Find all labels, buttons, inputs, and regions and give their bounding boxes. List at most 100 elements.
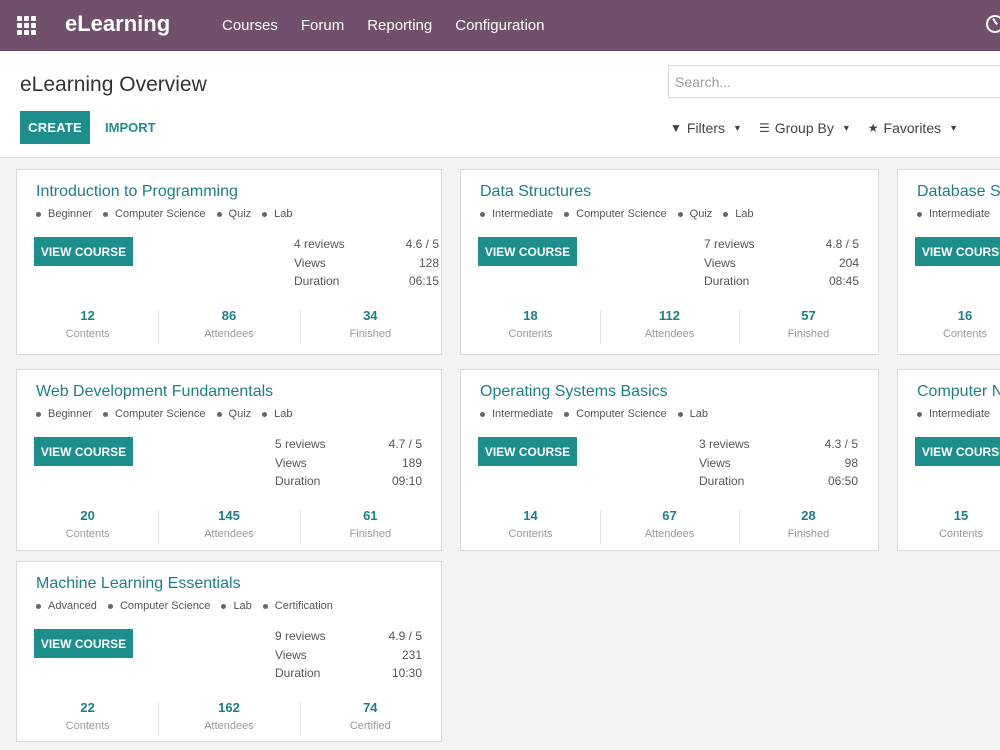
course-metrics: 20 Contents 145 Attendees 61 Finished	[17, 508, 441, 544]
view-course-button[interactable]: VIEW COURSE	[478, 237, 577, 266]
metric[interactable]: 67 Attendees	[600, 508, 739, 544]
metric[interactable]: 86 Attendees	[158, 308, 299, 344]
course-card[interactable]: Data Structures Intermediate Computer Scie…	[460, 169, 879, 355]
course-title[interactable]: Operating Systems Basics	[480, 383, 668, 400]
metric[interactable]: 28 Finished	[739, 508, 878, 544]
metric-label: Attendees	[644, 328, 695, 340]
metric[interactable]: 12 Contents	[17, 308, 158, 340]
course-tags: Intermediate Computer Science Quiz Lab	[480, 208, 765, 220]
metric[interactable]: 112 Attendees	[600, 308, 739, 344]
metric[interactable]: 162 Attendees	[158, 700, 299, 736]
menu-reporting[interactable]: Reporting	[367, 17, 433, 34]
view-course-button[interactable]: VIEW COURSE	[34, 237, 133, 266]
apps-menu-icon[interactable]	[17, 16, 36, 35]
metric-label: Contents	[508, 328, 553, 340]
metric[interactable]: 18 Contents	[461, 308, 600, 340]
main-menu: Courses Forum Reporting Configuration	[222, 17, 567, 34]
stat-value: 06:50	[827, 474, 858, 488]
stat-row: Views 128	[294, 256, 439, 275]
course-tag: Lab	[723, 208, 753, 220]
metric[interactable]: 57 Finished	[739, 308, 878, 344]
course-tag: Lab	[262, 208, 292, 220]
control-panel: eLearning Overview CREATE IMPORT ▼ Filte…	[0, 51, 1000, 158]
stat-label: Views	[275, 647, 307, 662]
course-tag: Intermediate	[917, 408, 990, 420]
course-title[interactable]: Web Development Fundamentals	[36, 383, 274, 400]
metric[interactable]: 16 Contents	[898, 308, 1000, 340]
course-tag: Intermediate	[480, 208, 553, 220]
course-card[interactable]: Machine Learning Essentials Advanced Compu…	[16, 561, 442, 742]
metric[interactable]: 22 Contents	[17, 700, 158, 732]
course-card[interactable]: Operating Systems Basics Intermediate Comp…	[460, 369, 879, 551]
app-brand[interactable]: eLearning	[65, 11, 171, 36]
course-tag: Lab	[262, 408, 292, 420]
stat-row: 7 reviews 4.8 / 5	[704, 237, 859, 256]
favorites-dropdown[interactable]: ★ Favorites ▼	[867, 120, 959, 136]
course-tag: Quiz	[678, 208, 713, 220]
metric-value: 74	[363, 700, 378, 715]
import-button[interactable]: IMPORT	[97, 111, 164, 144]
stat-value: 4.6 / 5	[405, 237, 439, 251]
course-title[interactable]: Database Sy	[917, 183, 1000, 200]
menu-forum[interactable]: Forum	[300, 17, 345, 34]
course-card[interactable]: Introduction to Programming Beginner Compu…	[16, 169, 442, 355]
metric-label: Finished	[787, 528, 830, 540]
metric-label: Contents	[65, 528, 110, 540]
course-tag: Lab	[221, 600, 251, 612]
stat-label: 7 reviews	[704, 237, 755, 251]
stat-label: 5 reviews	[275, 437, 326, 451]
metric[interactable]: 145 Attendees	[158, 508, 299, 544]
metric[interactable]: 61 Finished	[299, 508, 441, 544]
metric-value: 28	[801, 508, 816, 523]
create-button[interactable]: CREATE	[20, 111, 90, 144]
view-course-button[interactable]: VIEW COURSE	[34, 437, 133, 466]
stat-row: Views 98	[699, 456, 858, 475]
page-title: eLearning Overview	[20, 73, 207, 96]
metric-label: Finished	[349, 328, 392, 340]
metric-value: 112	[659, 308, 680, 323]
filters-dropdown[interactable]: ▼ Filters ▼	[670, 120, 742, 136]
metric-value: 22	[80, 700, 95, 715]
course-card[interactable]: Web Development Fundamentals Beginner Comp…	[16, 369, 442, 551]
stat-label: Views	[699, 455, 731, 470]
stat-row: Duration 09:10	[275, 474, 422, 493]
course-stats: 9 reviews 4.9 / 5 Views 231 Duration 10:…	[275, 629, 422, 685]
groupby-dropdown[interactable]: ☰ Group By ▼	[758, 120, 851, 136]
course-title[interactable]: Introduction to Programming	[36, 183, 238, 200]
course-tag: Beginner	[36, 208, 92, 220]
course-title[interactable]: Computer N	[917, 383, 1000, 400]
metric-value: 12	[80, 308, 95, 323]
course-title[interactable]: Machine Learning Essentials	[36, 575, 241, 592]
metric[interactable]: 15 Contents	[898, 508, 1000, 540]
search-input[interactable]	[668, 65, 1000, 98]
metric-label: Attendees	[204, 328, 254, 340]
course-card[interactable]: Computer N Intermediate VIEW COURSE 15 Con…	[897, 369, 1000, 551]
stat-row: 4 reviews 4.6 / 5	[294, 237, 439, 256]
menu-configuration[interactable]: Configuration	[455, 17, 545, 34]
course-metrics: 14 Contents 67 Attendees 28 Finished	[461, 508, 878, 544]
view-course-button[interactable]: VIEW COURSE	[915, 237, 1000, 266]
metric[interactable]: 74 Certified	[299, 700, 441, 736]
stat-value: 128	[418, 255, 439, 270]
activity-clock-icon[interactable]	[986, 15, 1000, 33]
menu-courses[interactable]: Courses	[222, 17, 278, 34]
metric-label: Attendees	[204, 720, 254, 732]
course-tag: Lab	[678, 408, 708, 420]
course-tags: Advanced Computer Science Lab Certification	[36, 600, 344, 612]
metric-label: Contents	[508, 528, 553, 540]
course-title[interactable]: Data Structures	[480, 183, 592, 200]
stat-label: 3 reviews	[699, 437, 750, 451]
metric[interactable]: 20 Contents	[17, 508, 158, 540]
course-tag: Computer Science	[108, 600, 211, 612]
view-course-button[interactable]: VIEW COURSE	[34, 629, 133, 658]
view-course-button[interactable]: VIEW COURSE	[478, 437, 577, 466]
view-course-button[interactable]: VIEW COURSE	[915, 437, 1000, 466]
course-card[interactable]: Database Sy Intermediate VIEW COURSE 16 Co…	[897, 169, 1000, 355]
course-stats: 7 reviews 4.8 / 5 Views 204 Duration 08:…	[704, 237, 859, 293]
metric[interactable]: 34 Finished	[299, 308, 441, 344]
metric[interactable]: 14 Contents	[461, 508, 600, 540]
stat-row: 5 reviews 4.7 / 5	[275, 437, 422, 456]
stat-value: 4.3 / 5	[824, 437, 858, 451]
stat-value: 231	[401, 647, 422, 662]
course-tags: Intermediate Computer Science Lab	[480, 408, 719, 420]
